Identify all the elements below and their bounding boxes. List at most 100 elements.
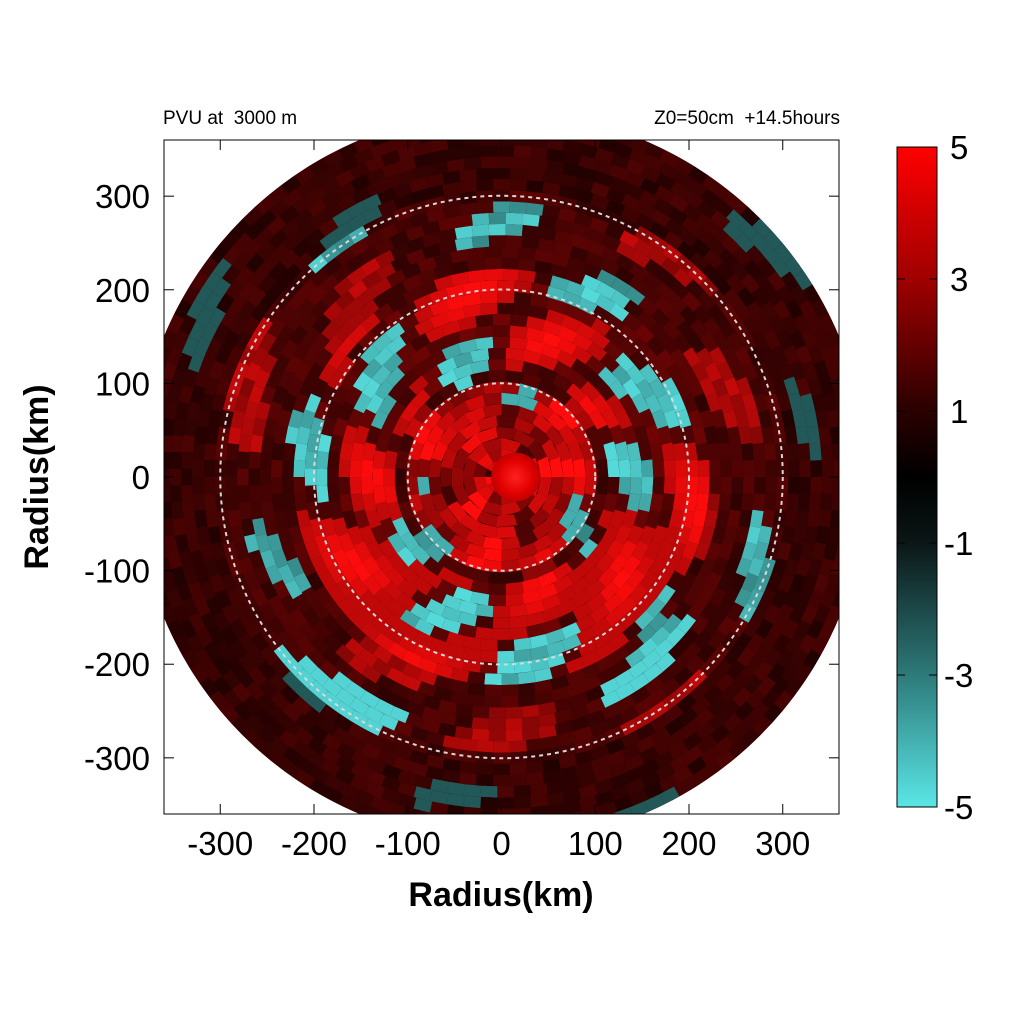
- pv-cell: [815, 409, 830, 429]
- pv-cell: [228, 509, 242, 528]
- pv-cell: [270, 691, 291, 712]
- pv-cell: [584, 477, 598, 496]
- pv-cell: [350, 762, 371, 780]
- pv-cell: [609, 772, 630, 790]
- pv-cell: [682, 586, 702, 607]
- pv-cell: [389, 230, 410, 248]
- pv-cell: [741, 572, 759, 593]
- pv-cell: [320, 384, 338, 405]
- pv-cell: [182, 284, 201, 305]
- pv-cell: [324, 599, 344, 620]
- pv-cell: [381, 161, 401, 179]
- pv-cell: [730, 316, 749, 337]
- pv-cell: [729, 443, 743, 461]
- pv-cell: [631, 597, 652, 618]
- pv-cell: [492, 336, 511, 348]
- pv-cell: [763, 604, 782, 625]
- pv-cell: [706, 237, 727, 257]
- pv-cell: [534, 249, 553, 264]
- pv-cell: [493, 190, 510, 202]
- pv-cell: [425, 598, 446, 617]
- pv-cell: [371, 277, 392, 296]
- pv-cell: [596, 654, 617, 673]
- pv-cell: [186, 401, 201, 421]
- pv-cell: [476, 774, 494, 787]
- pv-cell: [551, 115, 569, 129]
- pv-cell: [497, 291, 515, 304]
- pv-cell: [383, 581, 404, 602]
- pv-cell: [712, 658, 733, 679]
- pv-cell: [451, 828, 469, 841]
- pv-cell: [462, 477, 478, 497]
- pv-cell: [445, 284, 465, 299]
- pv-cell: [294, 442, 308, 461]
- pv-cell: [467, 491, 488, 512]
- pv-cell: [285, 310, 305, 331]
- pv-cell: [566, 551, 587, 571]
- pv-cell: [238, 434, 252, 453]
- pv-cell: [636, 378, 655, 399]
- pv-cell: [673, 765, 694, 784]
- pv-cell: [591, 630, 613, 649]
- pv-cell: [214, 589, 232, 609]
- pv-cell: [225, 477, 238, 494]
- pv-cell: [699, 376, 717, 397]
- pv-cell: [365, 167, 386, 185]
- pv-cell: [435, 411, 456, 432]
- pv-cell: [751, 330, 769, 351]
- pv-cell: [797, 493, 811, 511]
- pv-cell: [726, 660, 746, 681]
- pv-cell: [729, 361, 747, 382]
- pv-cell: [288, 409, 304, 429]
- pv-cell: [741, 361, 759, 382]
- pv-cell: [182, 368, 199, 389]
- pv-cell: [570, 358, 592, 378]
- pv-cell: [414, 318, 435, 336]
- pv-cell: [691, 238, 711, 258]
- pv-cell: [338, 794, 359, 812]
- pv-cell: [482, 381, 502, 395]
- pv-cell: [279, 729, 300, 749]
- pv-cell: [721, 587, 740, 608]
- pv-cell: [390, 242, 410, 260]
- pv-cell: [652, 571, 672, 592]
- pv-cell: [425, 766, 445, 781]
- pv-cell: [722, 221, 743, 241]
- pv-cell: [321, 189, 342, 208]
- pv-cell: [567, 369, 589, 390]
- pv-cell: [606, 394, 625, 415]
- pv-cell: [831, 443, 839, 461]
- pv-cell: [164, 451, 171, 469]
- pv-cell: [306, 362, 324, 383]
- pv-cell: [551, 548, 573, 568]
- pv-cell: [164, 501, 173, 519]
- pv-cell: [176, 581, 193, 602]
- y-tick-label: 300: [95, 178, 150, 215]
- pv-cell: [212, 278, 232, 299]
- pv-cell: [171, 566, 187, 586]
- pv-cell: [763, 286, 783, 307]
- pv-cell: [260, 580, 278, 601]
- pv-cell: [419, 493, 436, 514]
- pv-cell: [558, 424, 578, 446]
- pv-cell: [251, 346, 269, 367]
- pv-cell: [720, 459, 733, 477]
- pv-cell: [765, 573, 783, 594]
- pv-cell: [792, 526, 807, 545]
- pv-cell: [652, 362, 672, 383]
- pv-cell: [425, 742, 445, 758]
- pv-cell: [453, 562, 474, 580]
- pv-cell: [482, 548, 502, 562]
- pv-cell: [526, 623, 546, 638]
- pv-cell: [715, 185, 736, 205]
- pv-cell: [257, 273, 277, 294]
- pv-cell: [618, 477, 631, 495]
- pv-cell: [654, 750, 675, 769]
- pv-cell: [721, 346, 740, 367]
- pv-cell: [664, 717, 685, 736]
- pv-cell: [397, 793, 417, 809]
- pv-cell: [541, 493, 560, 515]
- pv-cell: [541, 439, 560, 461]
- pv-cell: [813, 360, 830, 380]
- pv-cell: [348, 710, 369, 729]
